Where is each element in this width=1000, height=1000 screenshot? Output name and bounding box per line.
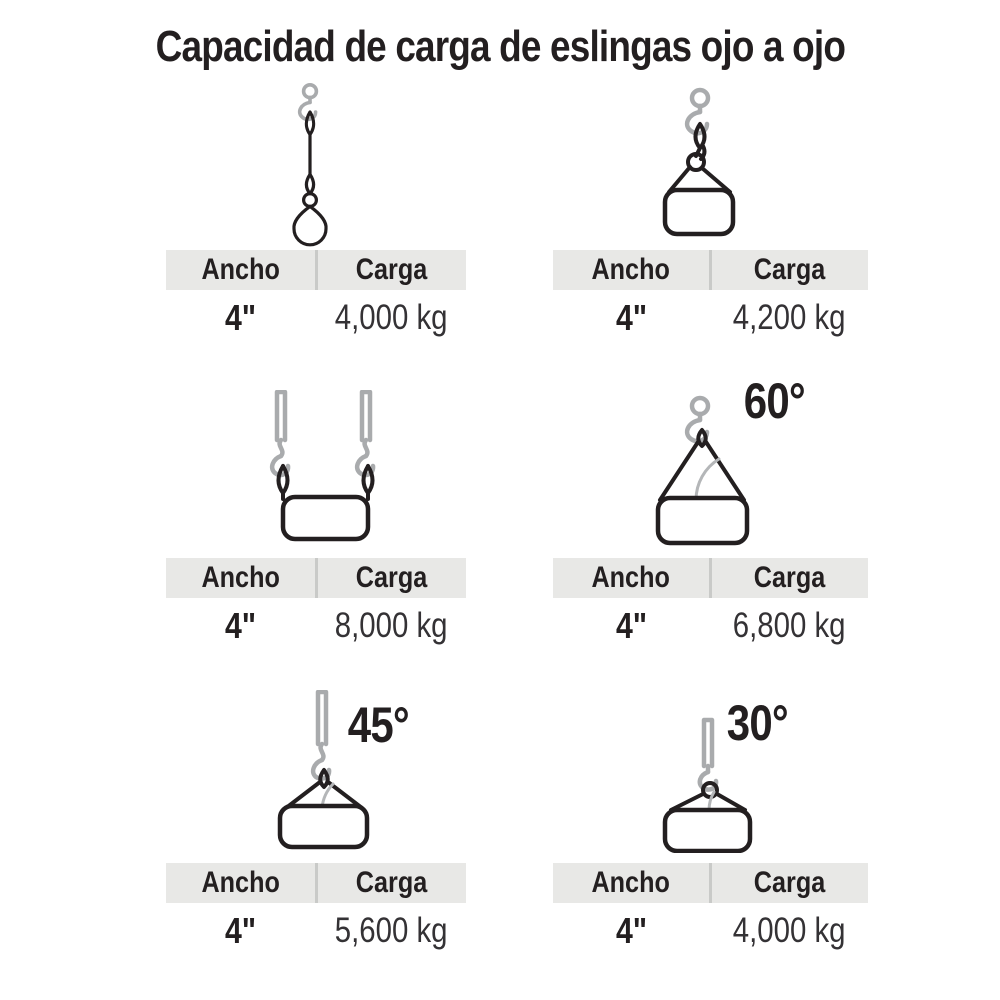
angle-label: 30°: [726, 695, 789, 751]
load-value: 6,800 kg: [732, 606, 846, 645]
load-box: [277, 803, 370, 850]
table-value-row: 4" 4,000 kg: [553, 905, 868, 957]
col-header-ancho: Ancho: [553, 863, 712, 903]
load-box: [655, 495, 750, 546]
panel-sling-60: 60° Ancho Carga 4" 6,800 kg: [553, 373, 868, 654]
table-value-row: 4" 4,000 kg: [166, 292, 466, 344]
table-header-row: Ancho Carga: [553, 250, 868, 290]
panel-vertical-sling: Ancho Carga 4" 4,000 kg: [166, 80, 466, 346]
table-value-row: 4" 8,000 kg: [166, 600, 466, 652]
basket-sling-diagram: [269, 390, 376, 542]
table-header-row: Ancho Carga: [166, 558, 466, 598]
panel-sling-45: 45° Ancho Carga 4" 5,600 kg: [166, 690, 466, 960]
width-value: 4": [225, 297, 257, 338]
capacity-table: Ancho Carga 4" 4,000 kg: [553, 863, 868, 957]
sling-30-diagram: [662, 717, 753, 853]
width-value: 4": [225, 910, 257, 951]
table-header-row: Ancho Carga: [553, 863, 868, 903]
strap-hook-icon: [310, 690, 332, 781]
col-header-ancho: Ancho: [166, 558, 318, 598]
capacity-table: Ancho Carga 4" 4,200 kg: [553, 250, 868, 344]
table-value-row: 4" 5,600 kg: [166, 905, 466, 957]
panel-choker-sling: Ancho Carga 4" 4,200 kg: [553, 80, 868, 346]
col-header-carga: Carga: [754, 253, 826, 286]
page-title-text: Capacidad de carga de eslingas ojo a ojo: [155, 22, 845, 71]
angle-arc: [707, 790, 716, 812]
sling-45-diagram: [277, 690, 370, 850]
choker-sling-diagram: [662, 87, 736, 237]
strap-hook-icon: [697, 717, 719, 792]
col-header-carga: Carga: [754, 866, 826, 899]
load-value: 4,000 kg: [334, 298, 448, 337]
col-header-carga: Carga: [356, 253, 428, 286]
table-header-row: Ancho Carga: [553, 558, 868, 598]
load-box: [280, 494, 371, 542]
capacity-table: Ancho Carga 4" 5,600 kg: [166, 863, 466, 957]
page-title: Capacidad de carga de eslingas ojo a ojo: [0, 22, 1000, 72]
strap-hook-icon: [354, 390, 376, 478]
capacity-table: Ancho Carga 4" 4,000 kg: [166, 250, 466, 344]
vertical-sling-diagram: [292, 83, 328, 247]
panel-basket-sling: Ancho Carga 4" 8,000 kg: [166, 388, 466, 654]
load-value: 4,000 kg: [732, 911, 846, 950]
angle-label: 45°: [347, 697, 410, 753]
width-value: 4": [225, 605, 257, 646]
capacity-table: Ancho Carga 4" 8,000 kg: [166, 558, 466, 652]
capacity-table: Ancho Carga 4" 6,800 kg: [553, 558, 868, 652]
sling-60-diagram: [655, 395, 750, 546]
width-value: 4": [616, 910, 648, 951]
angle-arc: [694, 457, 721, 502]
col-header-ancho: Ancho: [553, 250, 712, 290]
load-value: 5,600 kg: [334, 911, 448, 950]
load-box: [662, 187, 736, 237]
load-box: [662, 807, 753, 853]
angle-label: 60°: [743, 373, 806, 429]
load-value: 8,000 kg: [334, 606, 448, 645]
width-value: 4": [616, 605, 648, 646]
load-value: 4,200 kg: [732, 298, 846, 337]
table-value-row: 4" 6,800 kg: [553, 600, 868, 652]
col-header-carga: Carga: [356, 866, 428, 899]
table-value-row: 4" 4,200 kg: [553, 292, 868, 344]
width-value: 4": [616, 297, 648, 338]
col-header-ancho: Ancho: [166, 863, 318, 903]
col-header-ancho: Ancho: [166, 250, 318, 290]
col-header-ancho: Ancho: [553, 558, 712, 598]
panel-sling-30: 30° Ancho Carga 4" 4,000 kg: [553, 690, 868, 960]
col-header-carga: Carga: [356, 561, 428, 594]
table-header-row: Ancho Carga: [166, 863, 466, 903]
strap-hook-icon: [269, 390, 291, 478]
col-header-carga: Carga: [754, 561, 826, 594]
table-header-row: Ancho Carga: [166, 250, 466, 290]
hook-icon: [684, 395, 711, 444]
